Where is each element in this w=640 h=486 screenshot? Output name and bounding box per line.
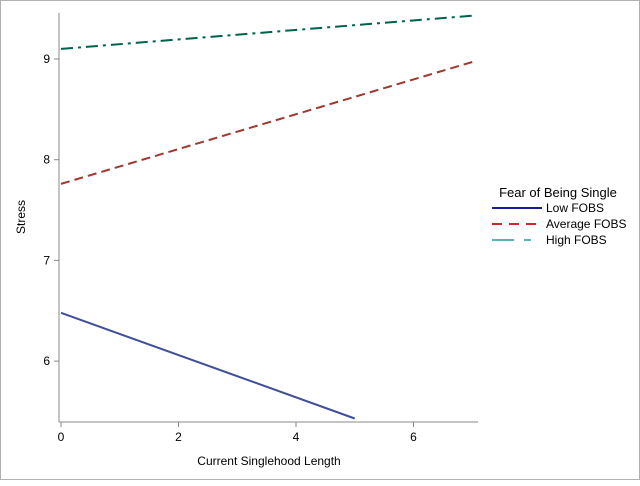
y-tick-label: 7: [43, 253, 50, 267]
series-line-average-fobs: [60, 61, 473, 185]
x-tick-label: 0: [58, 430, 65, 444]
legend-title: Fear of Being Single: [499, 185, 617, 200]
x-tick-label: 2: [175, 430, 182, 444]
y-tick-label: 6: [43, 354, 50, 368]
y-axis-label: Stress: [14, 200, 28, 234]
legend: Fear of Being Single Low FOBS Average FOB…: [492, 185, 626, 247]
x-tick-label: 6: [410, 430, 417, 444]
series-line-low-fobs: [60, 311, 356, 420]
series-line-high-fobs: [60, 14, 473, 50]
y-tick-label: 9: [43, 52, 50, 66]
legend-entry: High FOBS: [546, 233, 607, 247]
x-axis-label: Current Singlehood Length: [197, 454, 340, 468]
legend-entry: Low FOBS: [546, 201, 604, 215]
legend-entry: Average FOBS: [546, 217, 626, 231]
y-tick-label: 8: [43, 153, 50, 167]
x-tick-label: 4: [293, 430, 300, 444]
